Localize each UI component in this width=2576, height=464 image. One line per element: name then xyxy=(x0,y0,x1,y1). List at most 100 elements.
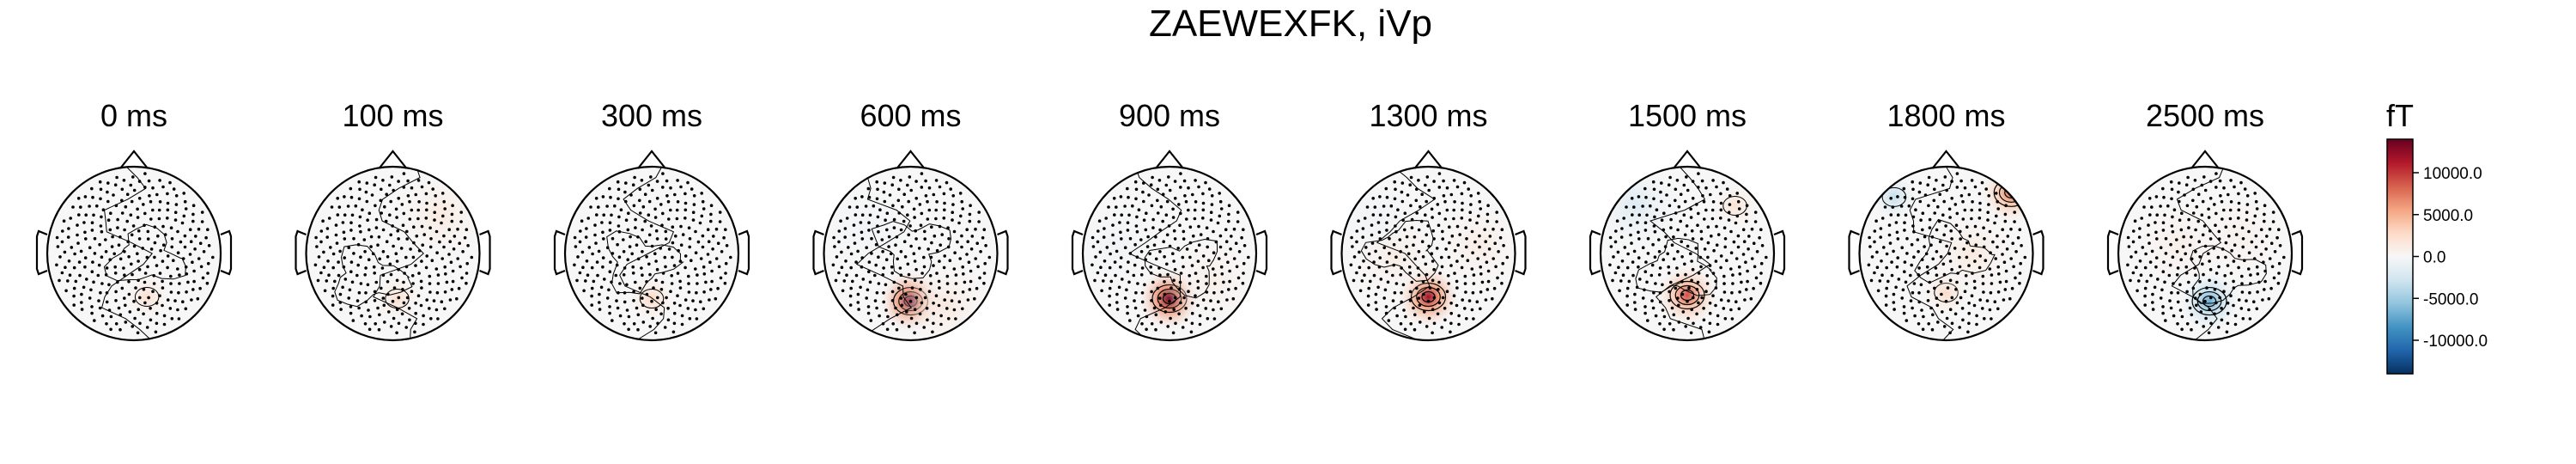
sensor-dot xyxy=(1172,229,1176,233)
sensor-dot xyxy=(1887,233,1892,237)
sensor-dot xyxy=(2184,252,2187,256)
sensor-dots xyxy=(55,172,215,335)
sensor-dot xyxy=(873,273,877,278)
sensor-dot xyxy=(2213,203,2216,206)
sensor-dot xyxy=(1707,330,1711,334)
sensor-dot xyxy=(109,314,113,319)
sensor-dot xyxy=(1140,266,1145,270)
sensor-dot xyxy=(1134,290,1138,295)
sensor-dot xyxy=(386,280,390,284)
sensor-dot xyxy=(131,175,135,179)
sensor-dot xyxy=(1699,265,1703,269)
sensor-dot xyxy=(683,208,688,212)
sensor-dot xyxy=(1873,271,1876,275)
sensor-dot xyxy=(1413,313,1417,317)
sensor-dot xyxy=(388,262,392,266)
panel-time-label: 600 ms xyxy=(860,98,961,133)
sensor-dot xyxy=(1406,252,1411,256)
sensor-dot xyxy=(1091,245,1096,248)
sensor-dot xyxy=(422,322,425,327)
sensor-dot xyxy=(387,310,391,314)
sensor-dot xyxy=(435,251,439,255)
sensor-dot xyxy=(704,280,708,284)
sensor-dot xyxy=(72,266,76,270)
sensor-dot xyxy=(691,211,696,214)
sensor-dot xyxy=(1637,256,1641,259)
sensor-dot xyxy=(961,207,964,211)
sensor-dot xyxy=(1880,273,1884,278)
sensor-dot xyxy=(1382,246,1386,250)
sensor-dot xyxy=(1205,226,1209,230)
sensor-dot xyxy=(1953,247,1957,250)
sensor-dot xyxy=(347,296,351,300)
zero-contour xyxy=(373,167,424,340)
sensor-dot xyxy=(946,226,950,230)
sensor-dot xyxy=(2202,175,2206,179)
sensor-dot xyxy=(586,273,590,278)
sensor-dot xyxy=(456,257,459,260)
sensor-dot xyxy=(1955,211,1959,216)
sensor-dot xyxy=(2221,247,2225,251)
sensor-dot xyxy=(1942,199,1946,204)
sensor-dot xyxy=(88,296,92,300)
sensor-dot xyxy=(1409,204,1413,208)
sensor-dot xyxy=(124,205,128,209)
sensor-dot xyxy=(1651,306,1656,310)
sensor-dot xyxy=(1385,195,1389,199)
sensor-dot xyxy=(1658,300,1662,304)
sensor-dot xyxy=(2143,294,2147,298)
sensor-dot xyxy=(680,314,684,318)
sensor-dot xyxy=(1875,266,1880,270)
sensor-dot xyxy=(1469,203,1473,206)
sensor-dot xyxy=(428,226,432,230)
sensor-dot xyxy=(1668,290,1671,294)
sensor-dot xyxy=(2259,228,2263,232)
sensor-dot xyxy=(1220,272,1224,276)
sensor-dot xyxy=(1722,180,1725,185)
sensor-dot xyxy=(1144,258,1147,262)
sensor-dot xyxy=(381,250,386,253)
sensor-dot xyxy=(1635,285,1639,290)
sensor-dot xyxy=(593,223,597,227)
sensor-dot xyxy=(169,226,173,230)
sensor-dot xyxy=(1633,292,1637,296)
sensor-dot xyxy=(1680,280,1684,284)
sensor-dot xyxy=(891,175,896,180)
sensor-dot xyxy=(1236,220,1240,223)
sensor-dot xyxy=(1425,272,1429,277)
sensor-dot xyxy=(1119,195,1123,198)
sensor-dot xyxy=(708,298,711,302)
sensor-dot xyxy=(88,205,91,208)
sensor-dot xyxy=(1159,321,1163,324)
sensor-dot xyxy=(896,198,901,203)
sensor-dot xyxy=(896,257,899,261)
sensor-dot xyxy=(1645,213,1649,217)
sensor-dot xyxy=(1959,179,1963,183)
sensor-dot xyxy=(1437,172,1442,175)
sensor-dot xyxy=(169,282,173,285)
sensor-dot xyxy=(1385,260,1389,264)
sensor-dot xyxy=(605,205,609,208)
sensor-dot xyxy=(2179,258,2183,262)
sensor-dot xyxy=(2167,273,2172,278)
sensor-dot xyxy=(1613,271,1618,275)
sensor-dot xyxy=(699,300,702,304)
sensor-dot xyxy=(666,199,671,204)
sensor-dot xyxy=(331,252,336,256)
sensor-dot xyxy=(1976,233,1979,236)
sensor-dot xyxy=(1632,205,1636,209)
sensor-dot xyxy=(847,246,850,249)
sensor-dot xyxy=(1205,282,1208,285)
sensor-dot xyxy=(380,266,385,270)
sensor-dot xyxy=(1655,208,1659,211)
sensor-dot xyxy=(979,250,982,253)
sensor-dot xyxy=(105,322,108,326)
sensor-dot xyxy=(969,279,973,284)
colorbar-tick-label: -5000.0 xyxy=(2423,290,2478,308)
sensor-dot xyxy=(1437,211,1442,216)
sensor-dot xyxy=(1358,250,1361,254)
sensor-dot xyxy=(1961,217,1965,221)
sensor-dot xyxy=(461,250,465,253)
sensor-dot xyxy=(428,274,432,278)
sensor-dot xyxy=(1919,218,1923,222)
